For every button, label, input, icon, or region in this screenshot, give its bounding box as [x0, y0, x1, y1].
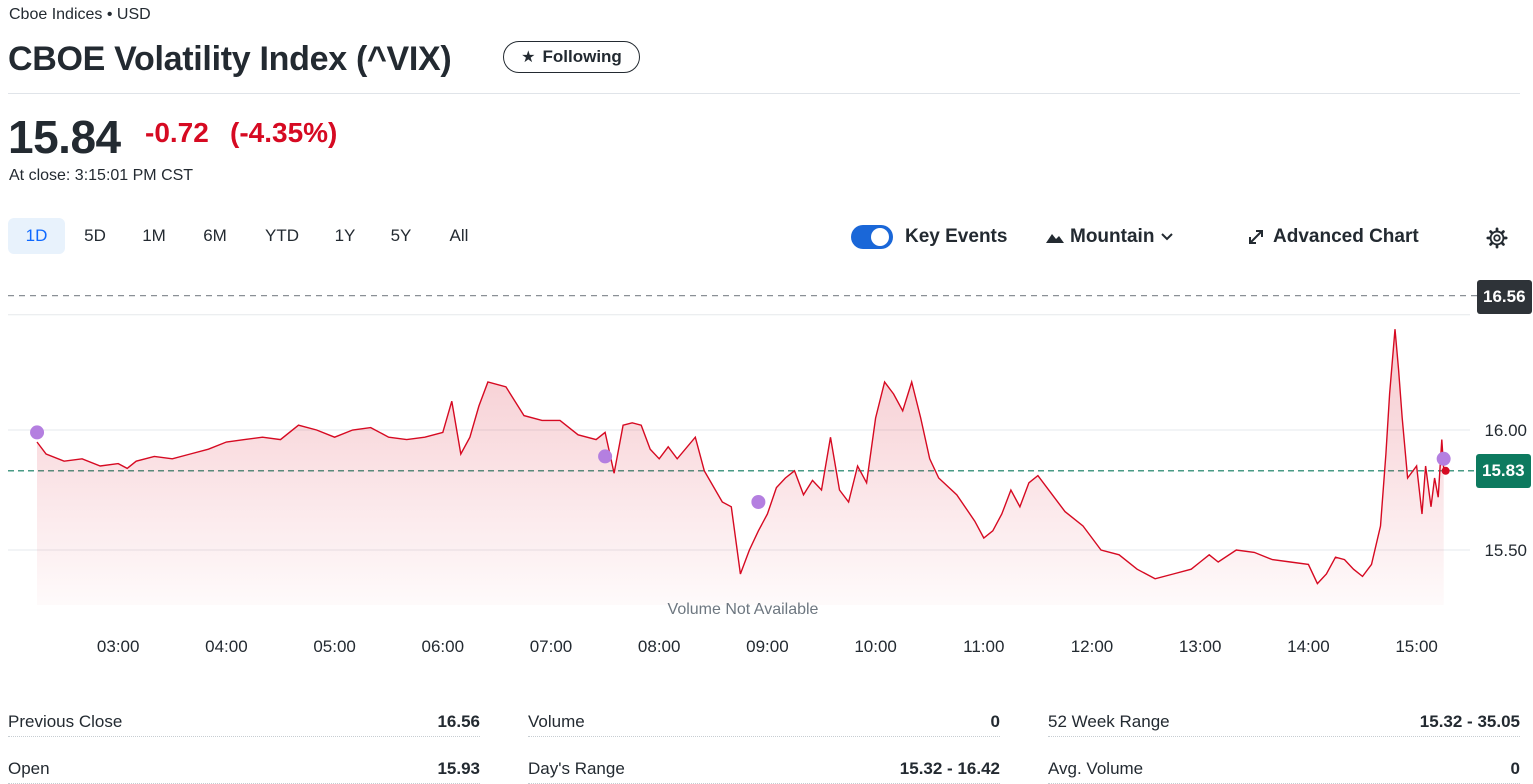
x-tick-label: 13:00 [1179, 637, 1222, 656]
key-events-label: Key Events [905, 226, 1008, 247]
x-tick-label: 11:00 [963, 637, 1004, 656]
chart-type-dropdown[interactable]: Mountain [1046, 226, 1174, 248]
x-tick-label: 08:00 [638, 637, 681, 656]
stat-value: 0 [990, 712, 1000, 731]
x-tick-label: 05:00 [313, 637, 356, 656]
y-tick-label: 16.00 [1484, 421, 1527, 440]
header-divider [8, 93, 1520, 94]
stat-row-52-week-range: 52 Week Range 15.32 - 35.05 [1048, 702, 1520, 737]
mountain-icon [1046, 234, 1064, 243]
stat-value: 15.93 [437, 759, 480, 778]
key-event-marker[interactable] [30, 425, 45, 440]
key-event-marker[interactable] [751, 495, 766, 509]
stat-label: Previous Close [8, 712, 123, 731]
x-tick-label: 06:00 [422, 637, 465, 656]
last-price: 15.84 [8, 111, 121, 163]
price-line [36, 329, 1445, 585]
stat-label: Open [8, 759, 50, 778]
stat-row-days-range: Day's Range 15.32 - 16.42 [528, 749, 1000, 784]
stat-value: 15.32 - 35.05 [1419, 712, 1520, 731]
price-change: -0.72 [145, 117, 209, 148]
x-tick-label: 12:00 [1071, 637, 1114, 656]
range-tab-all[interactable]: All [449, 226, 469, 245]
x-tick-label: 14:00 [1287, 637, 1330, 656]
stat-label: Avg. Volume [1048, 759, 1144, 778]
chart-type-label: Mountain [1070, 226, 1155, 247]
expand-icon [1249, 230, 1263, 244]
price-area [37, 329, 1444, 605]
gear-icon[interactable] [1486, 227, 1508, 249]
range-tab-1d[interactable]: 1D [8, 218, 65, 254]
x-tick-label: 03:00 [97, 637, 140, 656]
price-change-percent: (-4.35%) [230, 117, 338, 148]
stat-label: Volume [528, 712, 585, 731]
last-price-tag: 15.83 [1476, 454, 1531, 488]
range-tab-1y[interactable]: 1Y [334, 226, 356, 245]
breadcrumb: Cboe Indices • USD [9, 6, 151, 23]
advanced-chart-label: Advanced Chart [1273, 226, 1419, 247]
key-event-marker[interactable] [1436, 451, 1451, 466]
range-tab-1m[interactable]: 1M [142, 226, 166, 245]
x-tick-label: 04:00 [205, 637, 248, 656]
range-tab-6m[interactable]: 6M [203, 226, 227, 245]
stat-row-volume: Volume 0 [528, 702, 1000, 737]
stat-row-previous-close: Previous Close 16.56 [8, 702, 480, 737]
y-tick-label: 15.50 [1484, 541, 1527, 560]
last-point-dot [1441, 466, 1450, 475]
following-label: Following [542, 47, 622, 66]
range-tab-5y[interactable]: 5Y [390, 226, 412, 245]
advanced-chart-button[interactable]: Advanced Chart [1247, 226, 1419, 248]
stat-value: 16.56 [437, 712, 480, 731]
x-tick-label: 09:00 [746, 637, 789, 656]
stat-value: 0 [1510, 759, 1520, 778]
x-tick-label: 10:00 [854, 637, 897, 656]
star-icon: ★ [521, 49, 536, 66]
page-title: CBOE Volatility Index (^VIX) [8, 40, 452, 78]
price-chart[interactable]: 03:00 04:00 05:00 06:00 07:00 08:00 09:00 10:00… [0, 260, 1533, 670]
range-tab-ytd[interactable]: YTD [265, 226, 299, 245]
following-button[interactable]: ★ Following [503, 41, 640, 73]
volume-note: Volume Not Available [668, 601, 819, 618]
range-tab-5d[interactable]: 5D [84, 226, 106, 245]
stat-value: 15.32 - 16.42 [899, 759, 1000, 778]
chevron-down-icon [1161, 233, 1174, 241]
stat-row-open: Open 15.93 [8, 749, 480, 784]
toggle-knob [871, 228, 889, 246]
key-event-marker[interactable] [598, 449, 613, 464]
stat-label: 52 Week Range [1048, 712, 1170, 731]
previous-close-tag: 16.56 [1477, 280, 1532, 314]
x-tick-label: 15:00 [1395, 637, 1438, 656]
x-tick-label: 07:00 [530, 637, 573, 656]
stat-row-avg-volume: Avg. Volume 0 [1048, 749, 1520, 784]
stat-label: Day's Range [528, 759, 625, 778]
market-time: At close: 3:15:01 PM CST [9, 167, 194, 184]
